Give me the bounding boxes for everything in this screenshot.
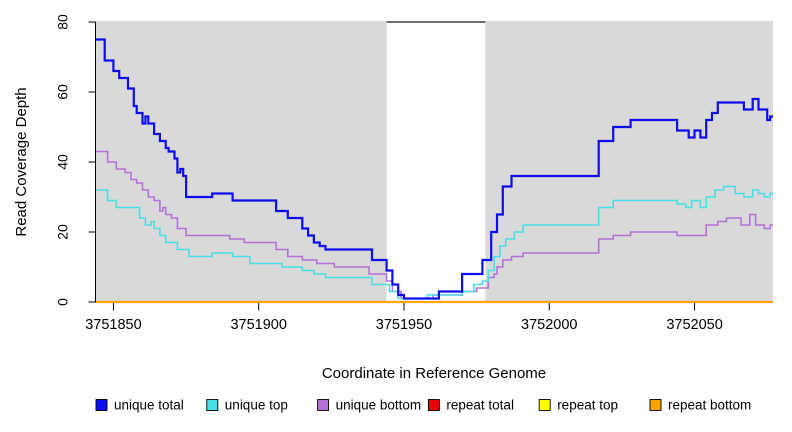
gap-region: [386, 21, 486, 302]
plot-bg-right: [485, 21, 773, 302]
series-line-unique-top: [96, 185, 773, 300]
legend-label: repeat bottom: [668, 398, 751, 413]
legend-swatch-repeat-top: [538, 399, 551, 411]
legend-label: repeat total: [446, 398, 514, 413]
series-line-unique-bottom: [96, 150, 773, 300]
legend-swatch-repeat-total: [427, 399, 440, 411]
x-tick-label: 3752000: [521, 317, 577, 333]
series-line-unique-total: [96, 38, 773, 300]
legend: unique total unique top unique bottom repea…: [95, 398, 751, 413]
legend-label: unique total: [114, 398, 184, 413]
x-tick-label: 3751900: [230, 317, 286, 333]
x-axis-title: Coordinate in Reference Genome: [322, 365, 546, 382]
legend-label: unique top: [225, 398, 288, 413]
plot-bg-left: [96, 21, 387, 302]
x-tick-label: 3751850: [85, 317, 141, 333]
legend-label: unique bottom: [336, 398, 422, 413]
y-tick-label: 60: [55, 84, 71, 100]
y-tick-label: 20: [55, 224, 71, 240]
y-axis-title: Read Coverage Depth: [13, 87, 30, 236]
x-tick-label: 3752050: [666, 317, 722, 333]
legend-swatch-unique-top: [206, 399, 219, 411]
legend-swatch-repeat-bottom: [649, 399, 662, 411]
y-tick-label: 40: [55, 154, 71, 170]
y-tick-label: 0: [55, 298, 71, 306]
series-layer: [96, 38, 773, 304]
legend-swatch-unique-bottom: [317, 399, 330, 411]
y-tick-label: 80: [55, 14, 71, 30]
legend-swatch-unique-total: [95, 399, 108, 411]
x-tick-label: 3751950: [376, 317, 432, 333]
legend-label: repeat top: [557, 398, 618, 413]
plot-background-layer: [96, 21, 773, 302]
